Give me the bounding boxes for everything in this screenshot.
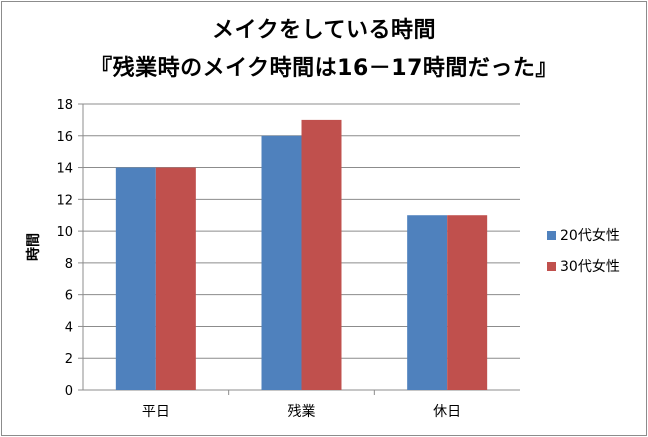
bar-series1: [261, 135, 302, 390]
y-tick-label: 8: [65, 257, 73, 272]
legend-label: 30代女性: [560, 258, 620, 275]
chart-subtitle: 『残業時のメイク時間は16－17時間だった』: [90, 56, 558, 81]
bar-series1: [115, 167, 156, 390]
y-tick-label: 10: [56, 225, 73, 240]
y-tick-label: 18: [56, 98, 73, 113]
y-tick-label: 2: [65, 352, 73, 367]
y-tick-label: 6: [65, 289, 73, 304]
legend-swatch: [547, 262, 556, 271]
y-tick-label: 14: [56, 162, 73, 177]
x-category-label: 平日: [142, 404, 170, 420]
chart-title: メイクをしている時間: [212, 18, 436, 43]
bar-series2: [447, 215, 488, 390]
bar-series2: [155, 167, 196, 390]
y-tick-label: 4: [65, 320, 73, 335]
y-tick-label: 12: [56, 193, 73, 208]
x-category-label: 残業: [288, 404, 316, 420]
bar-series1: [407, 215, 448, 390]
x-category-label: 休日: [433, 404, 461, 420]
bar-series2: [301, 119, 342, 390]
y-axis-title: 時間: [25, 233, 42, 261]
legend-label: 20代女性: [560, 227, 620, 244]
y-tick-label: 16: [56, 130, 73, 145]
y-tick-label: 0: [65, 384, 73, 399]
legend-swatch: [547, 231, 556, 240]
